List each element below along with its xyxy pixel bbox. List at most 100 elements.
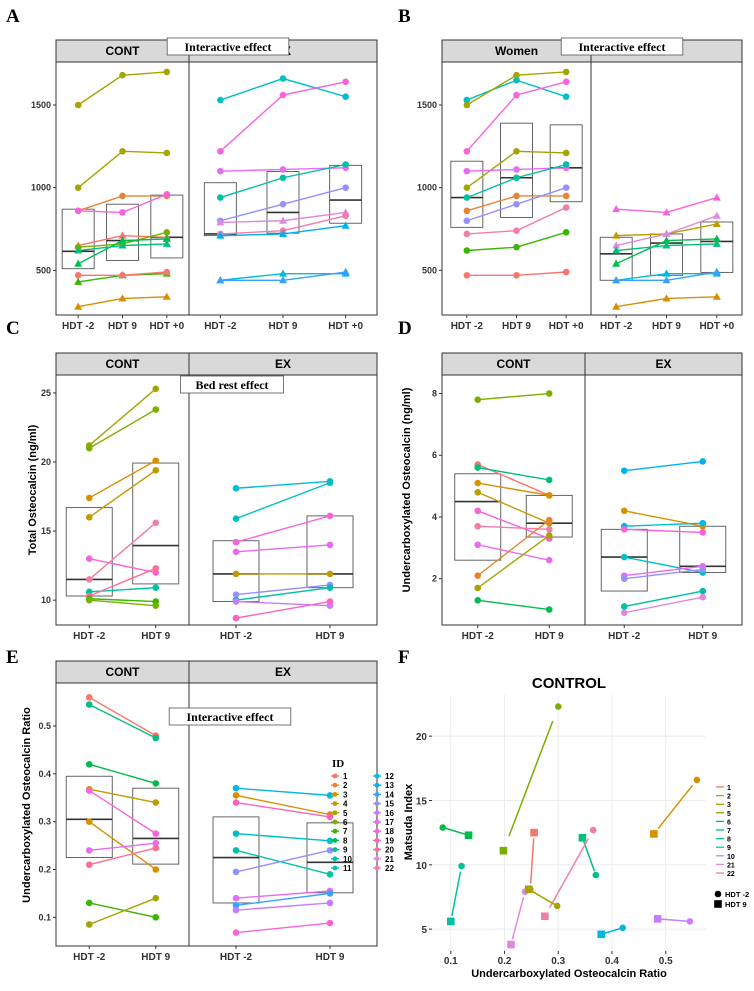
legend-key-point (374, 828, 380, 834)
data-point-hdt9 (499, 846, 508, 855)
data-point (152, 602, 160, 609)
data-point (119, 192, 126, 200)
legend-key-point (332, 773, 338, 779)
subject-line (89, 599, 156, 607)
subject-line (624, 590, 703, 608)
data-point (119, 272, 126, 279)
data-point (74, 207, 82, 215)
facet-plot-area (441, 374, 586, 626)
data-point-hdt-minus2 (458, 862, 465, 870)
y-tick-label: 10 (416, 861, 428, 872)
data-point (712, 219, 721, 228)
data-point (85, 596, 93, 604)
y-tick-label: 500 (422, 265, 437, 275)
x-tick-label: HDT -2 (451, 321, 484, 332)
legend-key-point (332, 819, 338, 825)
data-point (562, 184, 570, 191)
x-tick-label: HDT +0 (328, 321, 363, 332)
y-tick-label: 25 (41, 388, 51, 398)
data-point (326, 919, 334, 927)
data-point (513, 200, 520, 208)
x-tick-label: HDT +0 (149, 321, 184, 332)
panel-d: D Undercarboxylated Osteocalcin (ng/ml) 2 4… (398, 318, 743, 642)
data-point (326, 870, 334, 878)
legend-key-point (332, 782, 338, 788)
data-point (232, 548, 240, 556)
annotation-text: Interactive effect (579, 40, 666, 54)
data-point (163, 68, 171, 76)
data-point (513, 174, 520, 182)
subject-line (89, 763, 156, 785)
data-point (326, 541, 334, 549)
subject-line (89, 902, 156, 918)
data-point (118, 241, 127, 249)
legend-label: 16 (385, 809, 394, 818)
data-point (163, 268, 171, 276)
y-tick-label: 1000 (31, 183, 51, 193)
legend-key-point (332, 838, 338, 843)
data-point (341, 267, 350, 276)
data-point (662, 276, 671, 284)
box-iqr (454, 473, 502, 561)
data-point (712, 239, 721, 247)
data-point (232, 894, 240, 902)
data-point (612, 204, 621, 213)
facet-strip-label: EX (275, 357, 291, 371)
panel-c: C Total Osteocalcin (ng/ml) 10 15 20 25 CONT HD… (6, 318, 378, 642)
data-point (545, 492, 553, 499)
data-point-hdt9 (447, 917, 455, 926)
legend-label: 10 (727, 854, 735, 861)
subject-line (88, 388, 157, 446)
data-point (342, 78, 349, 86)
data-point (85, 899, 93, 907)
data-point (152, 385, 160, 393)
data-point (562, 78, 570, 86)
data-point (341, 221, 350, 229)
data-point (279, 269, 287, 277)
x-tick-label: HDT -2 (462, 631, 495, 642)
subject-line (88, 821, 157, 871)
subject-line (477, 544, 550, 561)
subject-line (89, 598, 156, 603)
data-point (463, 147, 471, 155)
data-point (74, 246, 83, 254)
panel-label: A (6, 6, 20, 27)
data-point (232, 902, 240, 909)
legend-shape-label: HDT 9 (725, 900, 747, 909)
x-tick-label: HDT +0 (549, 321, 584, 332)
data-point (712, 292, 721, 300)
data-point (232, 792, 240, 799)
data-point (712, 193, 721, 201)
subject-line (88, 567, 157, 597)
subject-line (235, 480, 331, 489)
x-tick-label: 0.2 (498, 956, 512, 967)
data-point (232, 799, 240, 806)
facet-strip-label: CONT (106, 44, 141, 58)
data-point-hdt9 (597, 930, 606, 939)
legend-key-point (332, 856, 338, 862)
x-tick-label: HDT 9 (535, 631, 564, 642)
subject-line (624, 460, 703, 472)
data-point (513, 243, 520, 251)
data-point (119, 209, 126, 216)
data-point (326, 570, 334, 578)
data-point (118, 236, 127, 244)
data-point (152, 584, 160, 592)
data-point (232, 929, 240, 936)
legend-shape-label: HDT -2 (725, 890, 749, 899)
data-point (74, 277, 83, 285)
facet-plot-area (188, 682, 378, 947)
data-point (562, 68, 570, 76)
plot-area (432, 695, 706, 951)
data-point (326, 479, 334, 487)
data-point (513, 91, 520, 99)
data-point (74, 184, 82, 191)
x-tick-label: HDT 9 (316, 631, 345, 642)
data-point (152, 780, 160, 787)
data-point (279, 276, 287, 284)
data-point (152, 519, 160, 527)
x-tick-label: 0.1 (444, 956, 458, 967)
subject-line (89, 847, 156, 866)
data-point (326, 847, 334, 854)
